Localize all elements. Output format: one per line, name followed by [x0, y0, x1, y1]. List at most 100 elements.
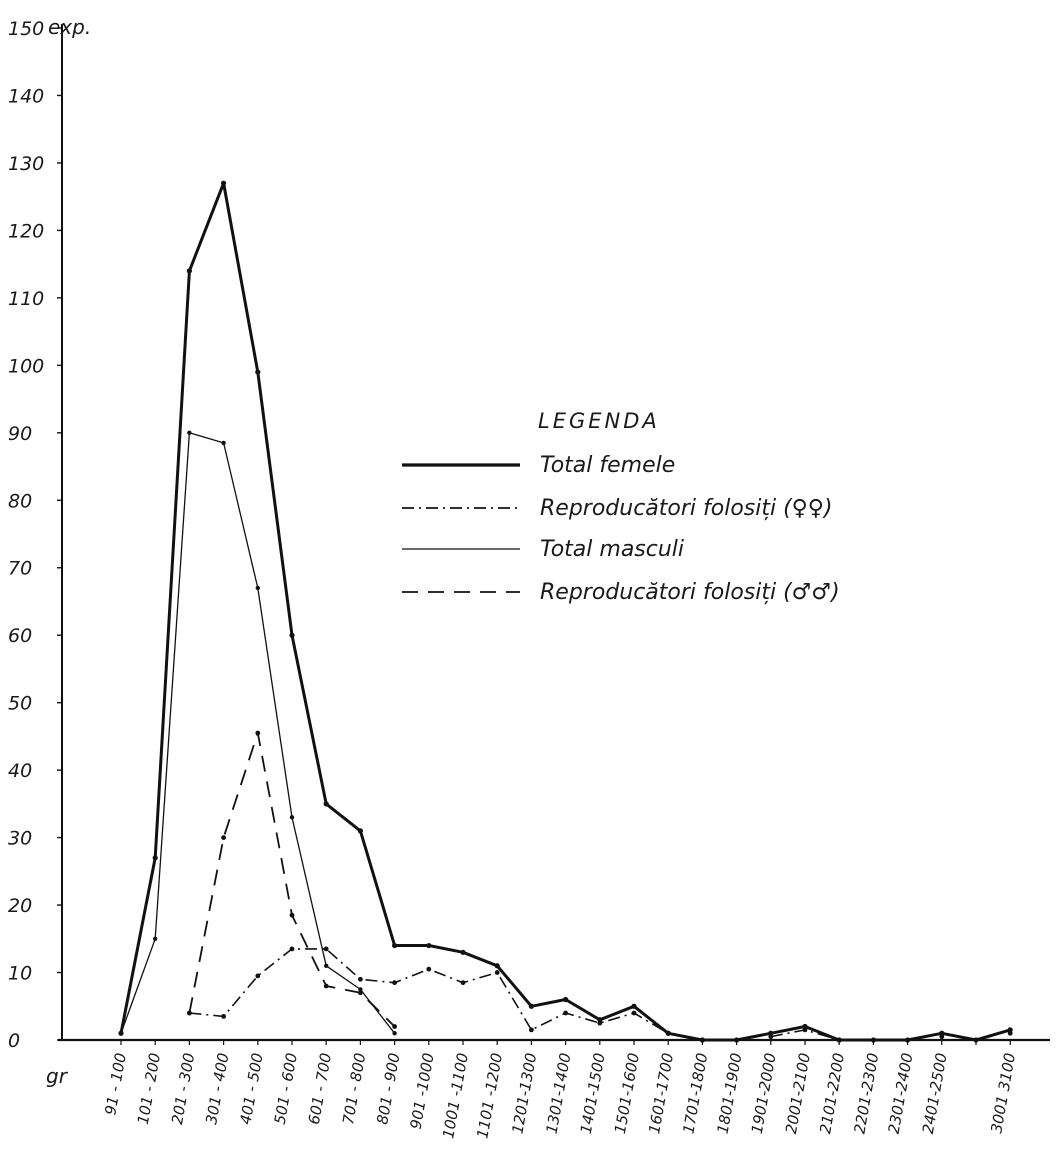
x-tick-label: 2201-2300 [850, 1052, 882, 1136]
y-tick-label: 120 [8, 220, 44, 242]
data-point [358, 990, 363, 996]
y-tick-label: 130 [8, 153, 44, 175]
data-point [392, 942, 398, 949]
y-tick-label: 30 [8, 828, 32, 850]
x-tick-label: 2001-2100 [782, 1052, 814, 1136]
x-axis-label: gr [46, 1064, 69, 1088]
data-point [528, 1003, 535, 1009]
x-tick-label: 501 - 600 [271, 1052, 301, 1126]
series-line [188, 732, 396, 1028]
data-point [802, 1027, 808, 1033]
data-point [323, 983, 329, 989]
x-tick-label: 1601-1700 [645, 1052, 677, 1136]
data-point [1007, 1027, 1013, 1033]
data-point [153, 936, 158, 941]
x-tick-label: 1101 -1200 [473, 1052, 506, 1140]
data-point [357, 828, 363, 834]
data-point [802, 1023, 808, 1030]
y-axis-label: exp. [48, 15, 91, 39]
data-point [529, 1027, 534, 1033]
data-point [187, 430, 192, 435]
data-point [392, 1031, 397, 1036]
y-tick-label: 70 [8, 558, 32, 580]
data-point [289, 912, 295, 918]
data-point [665, 1030, 671, 1036]
y-tick-label: 0 [8, 1030, 20, 1052]
data-point [358, 976, 363, 982]
data-point [631, 1003, 637, 1009]
y-tick-label: 40 [8, 760, 32, 782]
y-tick-label: 20 [8, 895, 32, 917]
x-tick-label: 1001 -1100 [439, 1052, 472, 1140]
data-point [255, 973, 261, 979]
ticks-layer: 0 10 20 30 40 50 60 70 80 90 100 110 120 130 140 150 91 … [8, 18, 1019, 1140]
x-tick-label: 1501-1600 [611, 1052, 643, 1136]
data-point [255, 730, 261, 736]
legend-label: Reproducători folosiți (♀♀) [540, 496, 833, 521]
x-tick-label: 401 - 500 [236, 1052, 266, 1126]
series-1 [118, 180, 1013, 1043]
y-tick-label: 150 [8, 18, 44, 40]
data-point [563, 996, 569, 1003]
series-2 [187, 946, 1013, 1043]
x-tick-label: 601 - 700 [305, 1052, 335, 1126]
data-point [324, 963, 329, 968]
x-tick-label: 1801-1900 [714, 1052, 746, 1136]
data-point [768, 1030, 774, 1036]
data-point [426, 966, 432, 972]
x-tick-label: 2301-2400 [885, 1052, 917, 1136]
y-tick-label: 90 [8, 423, 32, 445]
data-point [118, 1031, 124, 1036]
data-point [152, 855, 158, 861]
legend-entry-total-masculi: Total masculi [402, 537, 684, 562]
x-tick-label: 1201-1300 [508, 1052, 540, 1136]
data-point [939, 1034, 945, 1040]
data-point [358, 987, 363, 992]
x-tick-label: 901 -1000 [407, 1052, 438, 1131]
x-tick-label: 801 - 900 [373, 1052, 403, 1126]
data-point [426, 942, 432, 949]
x-tick-label: 1401-1500 [577, 1052, 609, 1136]
data-point [494, 963, 500, 969]
data-point [186, 268, 192, 274]
data-point [631, 1010, 637, 1016]
data-point [939, 1030, 945, 1036]
y-tick-label: 140 [8, 85, 44, 107]
y-tick-label: 10 [8, 963, 32, 985]
series-line [119, 181, 1011, 1042]
data-point [563, 1010, 568, 1016]
legend-label: Total masculi [540, 537, 684, 562]
x-tick-label: 101 - 200 [134, 1052, 164, 1126]
data-point [221, 1013, 227, 1019]
data-point [323, 946, 329, 952]
legend-entry-reproducatori-masculi: Reproducători folosiți (♂♂) [402, 580, 840, 605]
legend-label: Reproducători folosiți (♂♂) [540, 580, 840, 605]
data-point [1007, 1030, 1013, 1036]
y-tick-label: 100 [8, 355, 44, 377]
y-tick-label: 110 [8, 288, 44, 310]
legend: LEGENDA Total femele Reproducători folos… [402, 409, 840, 605]
legend-title: LEGENDA [538, 409, 660, 433]
x-tick-label: 301 - 400 [202, 1052, 232, 1126]
data-point [768, 1034, 774, 1040]
y-tick-label: 50 [8, 693, 32, 715]
data-point [255, 585, 260, 591]
legend-entry-reproducatori-femele: Reproducători folosiți (♀♀) [402, 496, 833, 521]
x-tick-label: 3001 3100 [987, 1052, 1019, 1135]
data-point [323, 801, 329, 807]
data-point [289, 946, 295, 952]
y-tick-label: 80 [8, 490, 32, 512]
legend-label: Total femele [540, 453, 675, 478]
data-point [255, 369, 261, 375]
x-tick-label: 701 - 800 [339, 1052, 369, 1126]
x-tick-label: 1301-1400 [543, 1052, 575, 1136]
data-point [221, 440, 226, 446]
data-point [460, 980, 466, 986]
data-point [187, 1010, 192, 1016]
data-point [597, 1017, 603, 1023]
x-tick-label: 1701-1800 [679, 1052, 711, 1136]
data-point [221, 835, 227, 840]
series-line [189, 948, 669, 1034]
x-tick-label: 2101-2200 [816, 1052, 848, 1136]
data-point [392, 980, 397, 986]
